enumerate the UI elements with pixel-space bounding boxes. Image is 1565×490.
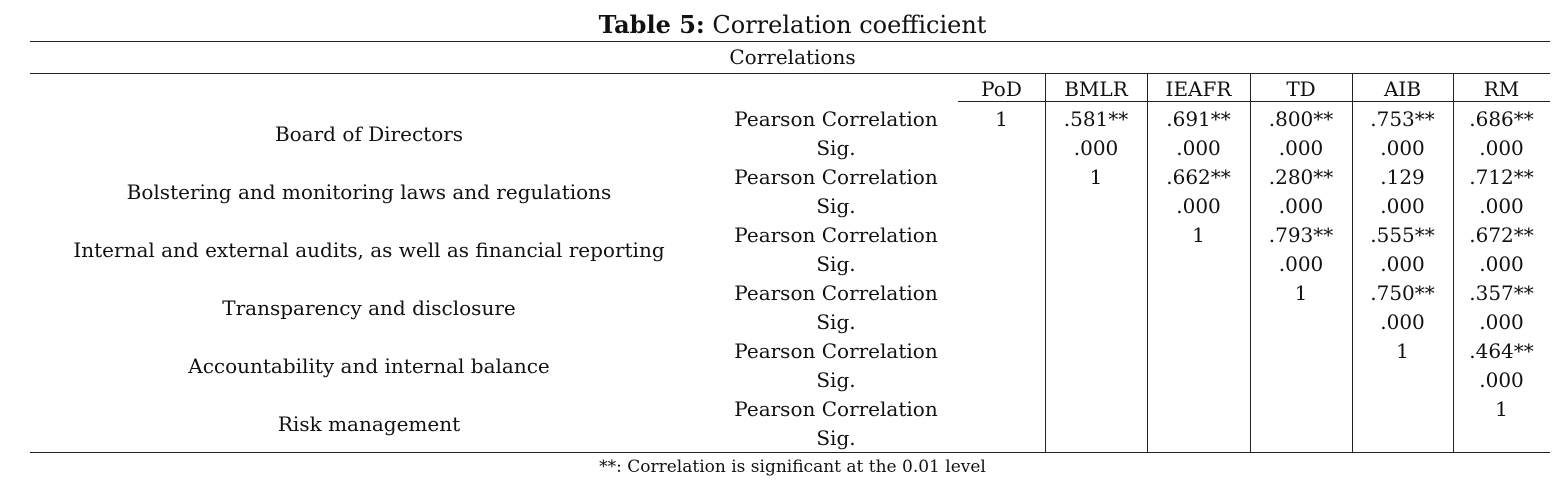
column-header: RM — [1483, 77, 1520, 101]
table-cell: 1 — [1294, 281, 1308, 305]
stat-label: Sig. — [816, 310, 856, 334]
column-header: AIB — [1383, 77, 1422, 101]
column-separator — [1453, 74, 1454, 452]
stat-label: Sig. — [816, 194, 856, 218]
stat-label: Sig. — [816, 252, 856, 276]
table-cell: .750** — [1370, 281, 1435, 305]
table-cell: .000 — [1380, 252, 1425, 276]
bottom-rule — [30, 452, 1550, 453]
table-cell: .000 — [1176, 194, 1221, 218]
table-cell: .357** — [1469, 281, 1534, 305]
stat-label: Pearson Correlation — [734, 339, 938, 363]
table-footnote: **: Correlation is significant at the 0.… — [599, 457, 986, 477]
table-cell: .793** — [1268, 223, 1334, 247]
stat-label: Sig. — [816, 136, 856, 160]
table-cell: .581** — [1063, 107, 1129, 131]
column-separator — [1147, 74, 1148, 452]
row-label: Transparency and disclosure — [222, 296, 516, 320]
table-title: Correlation coefficient — [704, 11, 987, 39]
table-cell: .753** — [1370, 107, 1435, 131]
table-cell: .672** — [1469, 223, 1534, 247]
row-label: Risk management — [277, 412, 461, 436]
column-separator — [1352, 74, 1353, 452]
table-cell: .000 — [1479, 252, 1524, 276]
table-cell: .000 — [1479, 194, 1524, 218]
table-cell: .464** — [1469, 339, 1534, 363]
table-cell: .000 — [1479, 368, 1524, 392]
table-cell: .000 — [1380, 194, 1425, 218]
stat-label: Pearson Correlation — [734, 223, 938, 247]
table-cell: .000 — [1479, 136, 1524, 160]
stat-label: Sig. — [816, 426, 856, 450]
table-cell: .000 — [1278, 136, 1324, 160]
column-header: TD — [1286, 77, 1316, 101]
table-cell: .129 — [1380, 165, 1425, 189]
subtitle-rule — [30, 73, 1550, 74]
table-cell: .000 — [1278, 194, 1324, 218]
table-caption: Table 5: Correlation coefficient — [0, 8, 1565, 42]
column-header: IEAFR — [1165, 77, 1232, 101]
stat-label: Sig. — [816, 368, 856, 392]
table-cell: .000 — [1176, 136, 1221, 160]
table-cell: .800** — [1268, 107, 1334, 131]
table-cell: .691** — [1166, 107, 1231, 131]
top-rule — [30, 41, 1550, 42]
table-cell: .280** — [1268, 165, 1334, 189]
table-cell: .000 — [1073, 136, 1119, 160]
table-subtitle: Correlations — [729, 45, 856, 69]
row-label: Bolstering and monitoring laws and regul… — [126, 180, 612, 204]
row-label: Board of Directors — [274, 122, 464, 146]
table-cell: 1 — [1495, 397, 1508, 421]
stat-label: Pearson Correlation — [734, 281, 938, 305]
table-number: Table 5: — [598, 10, 705, 39]
table-cell: .000 — [1380, 136, 1425, 160]
table-cell: 1 — [1192, 223, 1205, 247]
table-cell: 1 — [995, 107, 1008, 131]
column-header: BMLR — [1064, 77, 1128, 101]
table-cell: .000 — [1380, 310, 1425, 334]
table-cell: 1 — [1396, 339, 1409, 363]
table-cell: 1 — [1089, 165, 1103, 189]
table-cell: .555** — [1370, 223, 1435, 247]
header-underline — [958, 101, 1550, 102]
row-label: Internal and external audits, as well as… — [73, 238, 665, 262]
table-cell: .712** — [1469, 165, 1534, 189]
table-cell: .000 — [1278, 252, 1324, 276]
table-cell: .662** — [1166, 165, 1231, 189]
column-header: PoD — [981, 77, 1022, 101]
stat-label: Pearson Correlation — [734, 107, 938, 131]
column-separator — [1045, 74, 1046, 452]
row-label: Accountability and internal balance — [188, 354, 550, 378]
table-cell: .686** — [1469, 107, 1534, 131]
column-separator — [1250, 74, 1251, 452]
table-cell: .000 — [1479, 310, 1524, 334]
stat-label: Pearson Correlation — [734, 165, 938, 189]
stat-label: Pearson Correlation — [734, 397, 938, 421]
